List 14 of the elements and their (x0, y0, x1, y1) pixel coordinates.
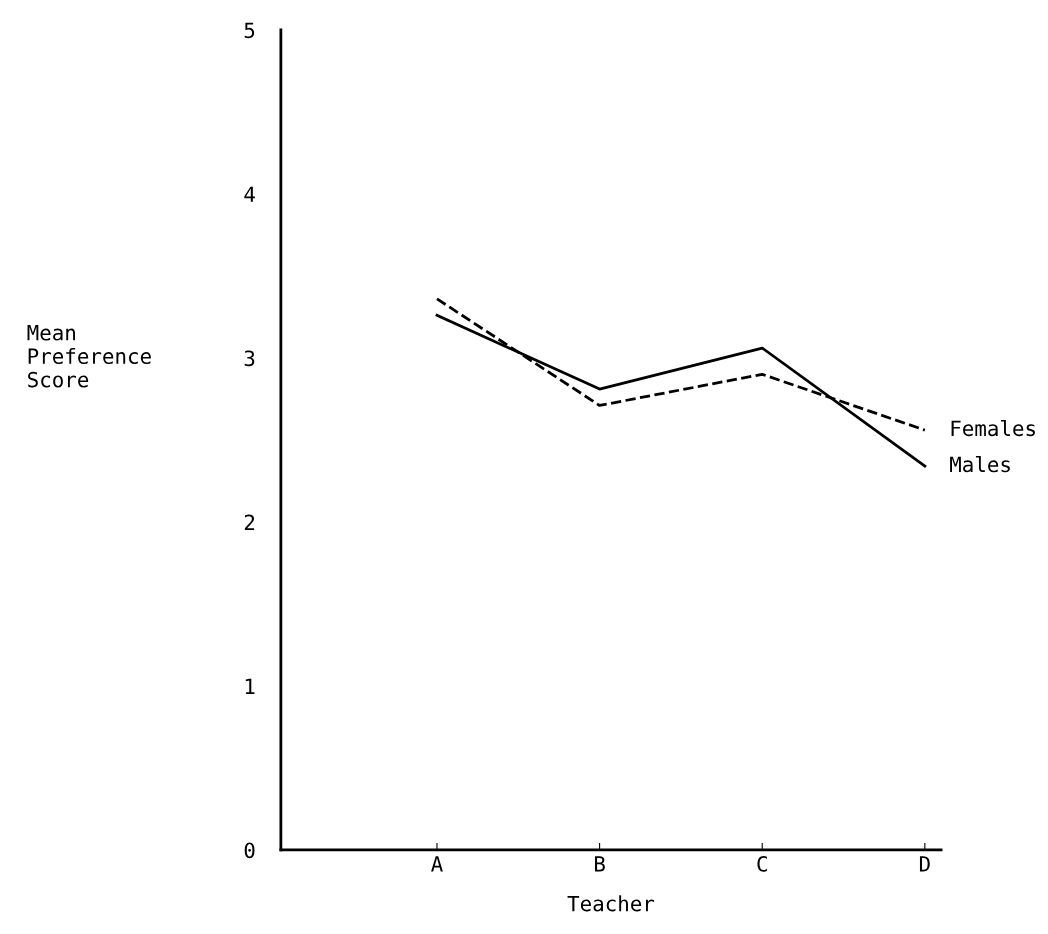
series-label: Males (950, 456, 1010, 473)
y-tick-label: 5 (244, 22, 255, 39)
y-tick-label: 3 (244, 350, 255, 367)
y-axis-title: Mean Preference Score (27, 325, 151, 388)
x-axis-title: Teacher (567, 895, 655, 912)
y-tick-label: 2 (244, 514, 255, 530)
y-tick-label: 0 (244, 842, 255, 859)
x-tick-label: A (431, 856, 443, 872)
x-tick-label: D (919, 856, 930, 872)
y-tick-label: 4 (244, 186, 255, 202)
x-tick-label: B (595, 856, 605, 872)
series-label: Females (951, 419, 1035, 437)
y-tick-label: 1 (245, 678, 255, 694)
x-tick-label: C (757, 855, 767, 872)
